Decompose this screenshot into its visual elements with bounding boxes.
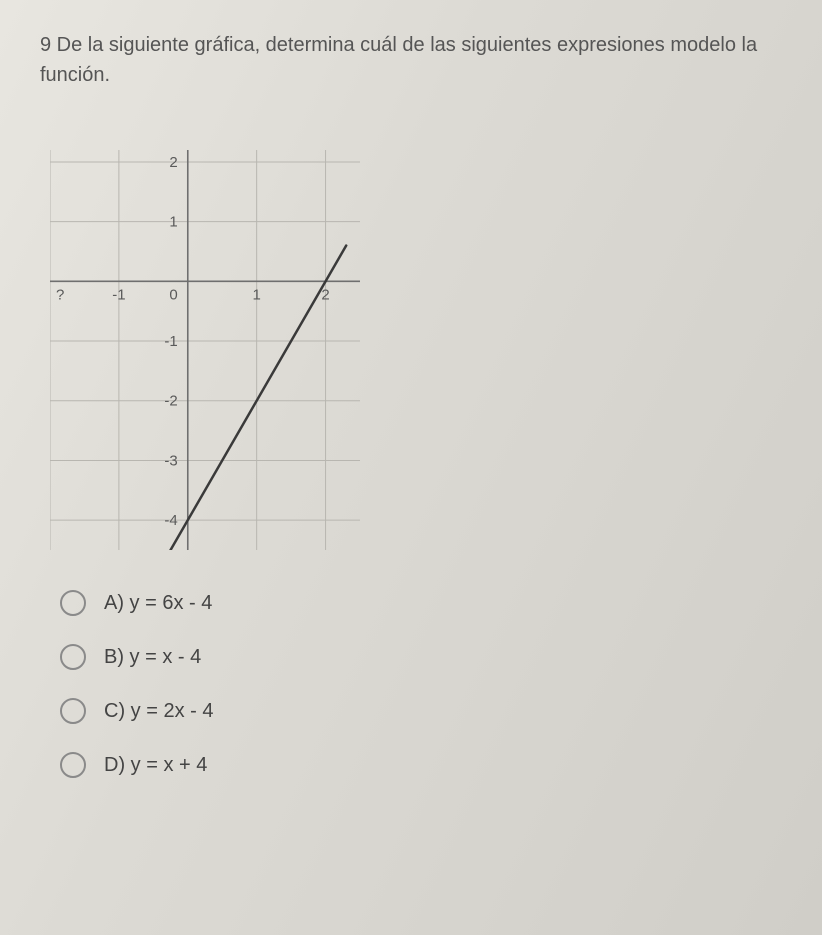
option-label: B) y = x - 4 (104, 646, 201, 669)
svg-text:-2: -2 (164, 393, 177, 410)
radio-icon[interactable] (60, 644, 86, 670)
option-a[interactable]: A) y = 6x - 4 (60, 590, 782, 616)
option-label: C) y = 2x - 4 (104, 700, 213, 723)
options-list: A) y = 6x - 4 B) y = x - 4 C) y = 2x - 4… (60, 590, 782, 778)
radio-icon[interactable] (60, 590, 86, 616)
option-label: D) y = x + 4 (104, 754, 207, 777)
svg-text:-4: -4 (164, 512, 177, 529)
option-label: A) y = 6x - 4 (104, 592, 212, 615)
svg-text:1: 1 (252, 286, 260, 303)
svg-text:0: 0 (169, 286, 177, 303)
radio-icon[interactable] (60, 698, 86, 724)
option-d[interactable]: D) y = x + 4 (60, 752, 782, 778)
svg-text:?: ? (56, 286, 64, 303)
svg-text:-1: -1 (112, 286, 125, 303)
svg-text:1: 1 (169, 214, 177, 231)
option-c[interactable]: C) y = 2x - 4 (60, 698, 782, 724)
chart-container: 21-1-2-3-4-1120? (50, 150, 782, 550)
svg-text:-1: -1 (164, 333, 177, 350)
function-graph: 21-1-2-3-4-1120? (50, 150, 360, 550)
option-b[interactable]: B) y = x - 4 (60, 644, 782, 670)
question-text: 9 De la siguiente gráfica, determina cuá… (40, 30, 780, 90)
radio-icon[interactable] (60, 752, 86, 778)
svg-text:-3: -3 (164, 452, 177, 469)
svg-text:2: 2 (169, 154, 177, 171)
